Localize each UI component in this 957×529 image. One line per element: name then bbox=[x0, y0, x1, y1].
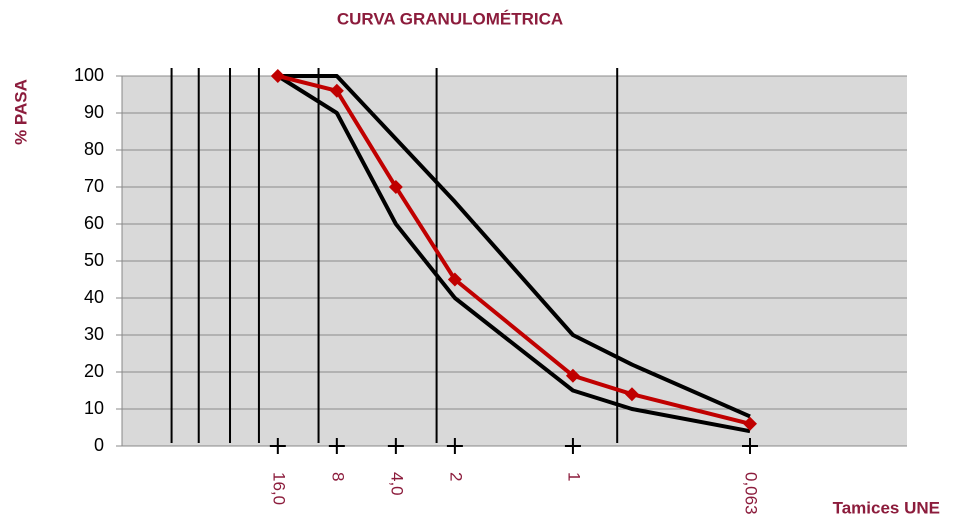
x-tick-cross bbox=[564, 438, 581, 454]
x-tick-label: 2 bbox=[446, 472, 465, 481]
y-tick-label: 0 bbox=[94, 435, 104, 455]
y-tick-label: 70 bbox=[84, 176, 104, 196]
point-marker bbox=[329, 83, 344, 98]
y-tick-label: 30 bbox=[84, 324, 104, 344]
y-tick-label: 100 bbox=[74, 65, 104, 85]
point-marker bbox=[624, 387, 639, 402]
x-tick-label: 8 bbox=[328, 472, 347, 481]
x-tick-label: 16,0 bbox=[269, 472, 288, 505]
x-tick-cross bbox=[328, 438, 345, 454]
point-marker bbox=[270, 69, 285, 83]
point-marker bbox=[447, 272, 462, 287]
x-tick-cross bbox=[269, 438, 286, 454]
x-axis-title: Tamices UNE bbox=[833, 498, 940, 517]
x-tick-cross bbox=[446, 438, 463, 454]
y-tick-label: 40 bbox=[84, 287, 104, 307]
y-tick-label: 20 bbox=[84, 361, 104, 381]
y-tick-label: 90 bbox=[84, 102, 104, 122]
y-tick-label: 80 bbox=[84, 139, 104, 159]
x-tick-cross bbox=[742, 438, 758, 454]
point-marker bbox=[565, 368, 580, 383]
y-tick-label: 50 bbox=[84, 250, 104, 270]
series-line bbox=[276, 74, 751, 434]
y-tick-label: 60 bbox=[84, 213, 104, 233]
x-tick-label: 0,063 bbox=[742, 472, 761, 515]
y-axis-title: % PASA bbox=[11, 79, 30, 145]
chart-title: CURVA GRANULOMÉTRICA bbox=[337, 9, 563, 28]
point-marker bbox=[743, 416, 757, 431]
x-tick-label: 1 bbox=[564, 472, 583, 481]
point-marker bbox=[388, 180, 403, 194]
y-tick-label: 10 bbox=[84, 398, 104, 418]
x-tick-label: 4,0 bbox=[387, 472, 406, 496]
x-tick-cross bbox=[387, 438, 404, 454]
series-line bbox=[277, 74, 751, 419]
